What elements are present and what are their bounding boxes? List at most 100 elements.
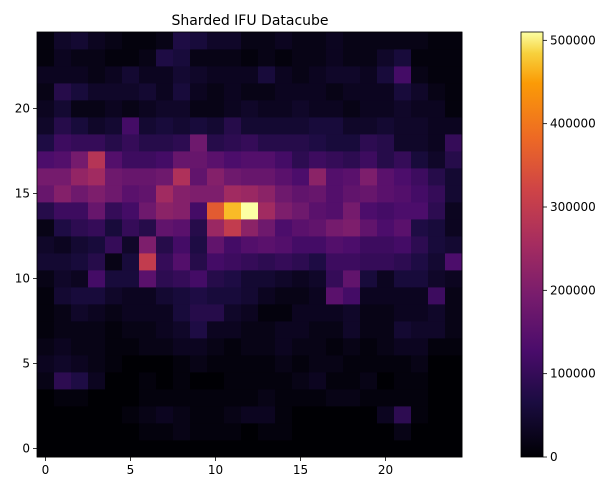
heat-cell — [326, 117, 344, 135]
heat-cell — [411, 117, 429, 135]
heat-cell — [445, 423, 463, 441]
heat-cell — [139, 304, 157, 322]
heat-cell — [394, 83, 412, 101]
heat-cell — [326, 202, 344, 220]
heat-cell — [377, 304, 395, 322]
heat-cell — [156, 406, 174, 424]
heat-cell — [377, 32, 395, 50]
heat-cell — [207, 253, 225, 271]
heat-cell — [88, 423, 106, 441]
heat-cell — [224, 202, 242, 220]
heat-cell — [224, 406, 242, 424]
heat-cell — [275, 83, 293, 101]
heat-cell — [139, 236, 157, 254]
heat-cell — [360, 389, 378, 407]
heat-cell — [37, 83, 55, 101]
heat-cell — [377, 134, 395, 152]
heat-cell — [156, 49, 174, 67]
heat-cell — [139, 66, 157, 84]
heat-cell — [377, 202, 395, 220]
heat-cell — [105, 83, 123, 101]
heat-cell — [156, 236, 174, 254]
heat-cell — [88, 219, 106, 237]
heat-cell — [292, 134, 310, 152]
heat-cell — [88, 338, 106, 356]
heat-cell — [428, 389, 446, 407]
heat-cell — [309, 236, 327, 254]
heat-cell — [190, 253, 208, 271]
heat-cell — [360, 49, 378, 67]
heat-cell — [105, 32, 123, 50]
heat-cell — [122, 32, 140, 50]
heat-cell — [258, 423, 276, 441]
heat-cell — [71, 321, 89, 339]
heat-cell — [54, 304, 72, 322]
heat-cell — [428, 168, 446, 186]
heat-cell — [139, 338, 157, 356]
heat-cell — [224, 253, 242, 271]
heat-cell — [207, 338, 225, 356]
heat-cell — [37, 117, 55, 135]
heat-cell — [428, 117, 446, 135]
heat-cell — [275, 117, 293, 135]
heat-cell — [88, 287, 106, 305]
heat-cell — [105, 100, 123, 118]
heat-cell — [360, 270, 378, 288]
heat-cell — [122, 304, 140, 322]
heat-cell — [428, 338, 446, 356]
heat-cell — [105, 372, 123, 390]
heat-cell — [88, 100, 106, 118]
heat-cell — [411, 100, 429, 118]
x-tick-label: 0 — [42, 463, 50, 477]
heat-cell — [122, 49, 140, 67]
heat-cell — [139, 32, 157, 50]
heat-cell — [275, 338, 293, 356]
heat-cell — [258, 338, 276, 356]
heat-cell — [37, 100, 55, 118]
colorbar-tick-label: 300000 — [550, 200, 596, 214]
heat-cell — [360, 32, 378, 50]
heat-cell — [224, 117, 242, 135]
heat-cell — [241, 287, 259, 305]
heat-cell — [377, 423, 395, 441]
heat-cell — [377, 270, 395, 288]
heat-cell — [207, 49, 225, 67]
heat-cell — [37, 406, 55, 424]
heat-cell — [207, 287, 225, 305]
heat-cell — [207, 423, 225, 441]
heat-cell — [105, 49, 123, 67]
y-tick-label: 0 — [22, 442, 30, 456]
heat-cell — [37, 202, 55, 220]
heat-cell — [71, 236, 89, 254]
heat-cell — [71, 372, 89, 390]
heat-cell — [445, 355, 463, 373]
heat-cell — [54, 253, 72, 271]
heat-cell — [326, 151, 344, 169]
heat-cell — [343, 406, 361, 424]
heat-cell — [190, 321, 208, 339]
heat-cell — [343, 270, 361, 288]
heat-cell — [241, 151, 259, 169]
heat-cell — [292, 100, 310, 118]
heat-cell — [428, 66, 446, 84]
heat-cell — [309, 83, 327, 101]
heat-cell — [445, 389, 463, 407]
heat-cell — [445, 406, 463, 424]
heat-cell — [309, 32, 327, 50]
heat-cell — [377, 338, 395, 356]
heat-cell — [88, 304, 106, 322]
heat-cell — [343, 134, 361, 152]
heat-cell — [394, 440, 412, 458]
heat-cell — [428, 321, 446, 339]
heat-cell — [343, 32, 361, 50]
heat-cell — [190, 100, 208, 118]
heat-cell — [343, 236, 361, 254]
heat-cell — [428, 83, 446, 101]
heat-cell — [88, 321, 106, 339]
heat-cell — [377, 168, 395, 186]
heat-cell — [326, 355, 344, 373]
heat-cell — [224, 83, 242, 101]
heat-cell — [275, 304, 293, 322]
heat-cell — [224, 287, 242, 305]
